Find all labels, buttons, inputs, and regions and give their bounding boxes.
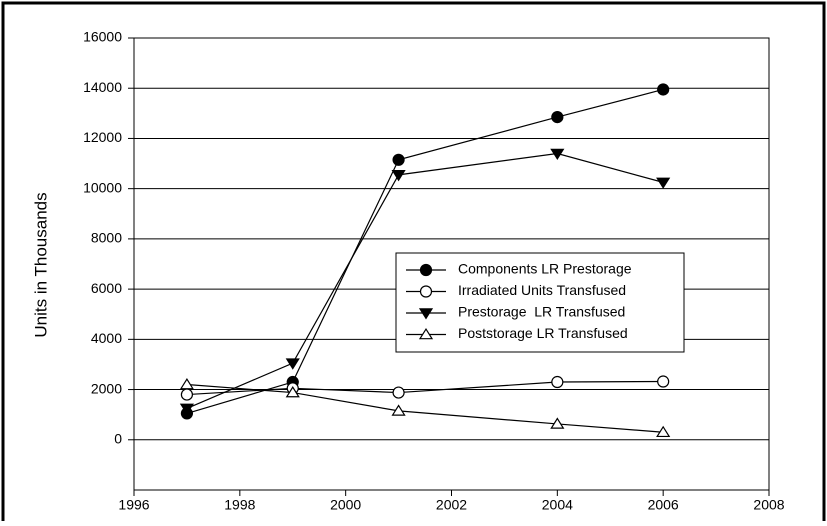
marker bbox=[418, 327, 434, 340]
x-tick-label: 2002 bbox=[436, 497, 467, 513]
x-tick-label: 1996 bbox=[118, 497, 149, 513]
y-tick-label: 2000 bbox=[91, 380, 122, 396]
x-tick-label: 2008 bbox=[753, 497, 784, 513]
marker bbox=[418, 308, 434, 320]
x-tick-label: 2004 bbox=[542, 497, 573, 513]
marker bbox=[179, 378, 194, 390]
marker bbox=[550, 148, 565, 161]
marker bbox=[285, 386, 300, 398]
marker bbox=[656, 177, 671, 189]
y-axis-label: Units in Thousands bbox=[31, 192, 50, 337]
y-tick-label: 12000 bbox=[83, 129, 122, 145]
marker bbox=[419, 263, 433, 277]
marker bbox=[657, 375, 670, 388]
y-tick-label: 4000 bbox=[91, 330, 122, 346]
marker bbox=[392, 386, 405, 399]
marker bbox=[391, 170, 406, 182]
marker bbox=[551, 110, 564, 124]
y-tick-label: 0 bbox=[114, 430, 122, 446]
x-tick-label: 1998 bbox=[224, 497, 255, 513]
y-tick-label: 6000 bbox=[91, 280, 122, 296]
legend-label: Components LR Prestorage bbox=[458, 261, 632, 277]
marker bbox=[285, 358, 300, 370]
plot-frame bbox=[133, 37, 770, 491]
marker bbox=[657, 83, 670, 96]
y-tick-label: 8000 bbox=[91, 230, 122, 246]
y-tick-label: 14000 bbox=[83, 79, 122, 95]
marker bbox=[392, 153, 405, 166]
marker bbox=[391, 404, 406, 416]
marker bbox=[656, 425, 671, 438]
marker bbox=[180, 388, 194, 401]
marker bbox=[551, 375, 564, 389]
marker bbox=[179, 403, 194, 415]
y-tick-label: 10000 bbox=[83, 179, 122, 195]
legend-label: Prestorage LR Transfused bbox=[458, 304, 625, 320]
x-tick-label: 2000 bbox=[330, 497, 361, 513]
legend-label: Poststorage LR Transfused bbox=[458, 325, 628, 341]
marker bbox=[550, 417, 565, 429]
x-tick-label: 2006 bbox=[648, 497, 679, 513]
marker bbox=[419, 285, 433, 298]
y-tick-label: 16000 bbox=[83, 29, 122, 45]
legend: Components LR Prestorage Irradiated Units… bbox=[395, 252, 685, 353]
legend-label: Irradiated Units Transfused bbox=[458, 282, 626, 298]
